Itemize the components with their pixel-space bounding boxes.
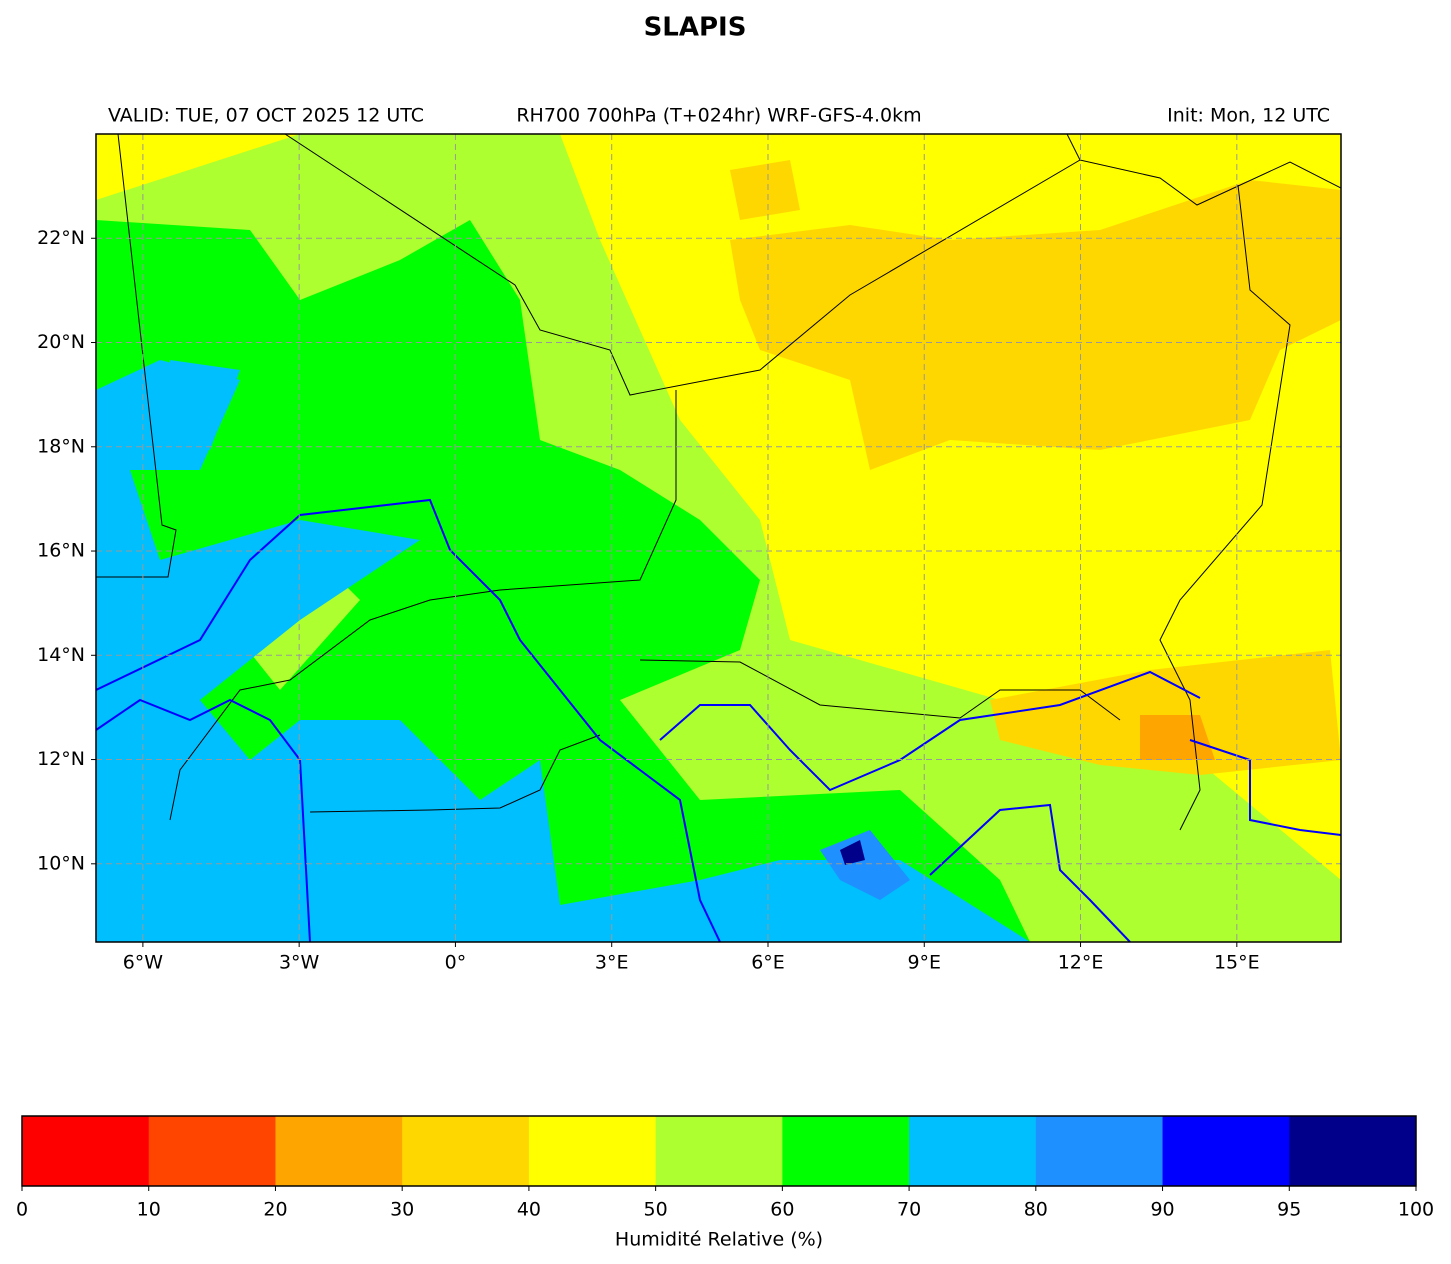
colorbar-segment xyxy=(148,1116,276,1186)
colorbar-segment xyxy=(909,1116,1037,1186)
x-tick-label: 15°E xyxy=(1214,952,1260,974)
x-tick-label: 12°E xyxy=(1058,952,1104,974)
x-tick-label: 3°E xyxy=(595,952,629,974)
colorbar-tick-label: 50 xyxy=(644,1199,668,1221)
colorbar-segment xyxy=(1162,1116,1290,1186)
x-tick-label: 6°E xyxy=(751,952,785,974)
colorbar-segment xyxy=(275,1116,403,1186)
colorbar-tick-label: 80 xyxy=(1024,1199,1048,1221)
colorbar-segment xyxy=(1289,1116,1417,1186)
colorbar-segment xyxy=(655,1116,783,1186)
y-tick-label: 18°N xyxy=(37,435,85,457)
x-tick-label: 6°W xyxy=(123,952,164,974)
colorbar-segment xyxy=(22,1116,150,1186)
y-tick-label: 16°N xyxy=(37,540,85,562)
title: SLAPIS xyxy=(644,13,747,43)
init-time: Init: Mon, 12 UTC xyxy=(1167,105,1330,127)
colorbar-tick-label: 0 xyxy=(16,1199,28,1221)
humidity-field xyxy=(96,134,1341,942)
product: RH700 700hPa (T+024hr) WRF-GFS-4.0km xyxy=(516,105,921,127)
colorbar-segment xyxy=(528,1116,657,1186)
colorbar-segment xyxy=(402,1116,530,1186)
colorbar-tick-label: 100 xyxy=(1398,1199,1434,1221)
colorbar-label: Humidité Relative (%) xyxy=(615,1229,823,1251)
y-tick-label: 20°N xyxy=(37,331,85,353)
y-tick-label: 12°N xyxy=(37,748,85,770)
colorbar-segment xyxy=(1035,1116,1164,1186)
y-tick-label: 22°N xyxy=(37,227,85,249)
map-frame xyxy=(95,133,1342,943)
colorbar-tick-label: 20 xyxy=(263,1199,287,1221)
colorbar-segment xyxy=(782,1116,910,1186)
colorbar-tick-label: 40 xyxy=(517,1199,541,1221)
graticule: 6°W 3°W 0° 3°E 6°E 9°E 12°E 15°E 10°N 12°N 14°N 16°… xyxy=(37,134,1341,974)
x-tick-label: 3°W xyxy=(279,952,320,974)
y-tick-label: 10°N xyxy=(37,852,85,874)
colorbar-tick-label: 30 xyxy=(390,1199,414,1221)
y-tick-label: 14°N xyxy=(37,644,85,666)
x-tick-label: 9°E xyxy=(907,952,941,974)
colorbar-tick-label: 70 xyxy=(897,1199,921,1221)
valid-time: VALID: TUE, 07 OCT 2025 12 UTC xyxy=(108,105,424,127)
colorbar: 0 10 20 30 40 50 60 70 80 90 95 100 xyxy=(16,1116,1434,1221)
colorbar-frame xyxy=(21,1115,1417,1187)
colorbar-tick-label: 90 xyxy=(1150,1199,1174,1221)
colorbar-tick-label: 95 xyxy=(1277,1199,1301,1221)
colorbar-tick-label: 10 xyxy=(137,1199,161,1221)
colorbar-tick-label: 60 xyxy=(770,1199,794,1221)
x-tick-label: 0° xyxy=(445,952,467,974)
